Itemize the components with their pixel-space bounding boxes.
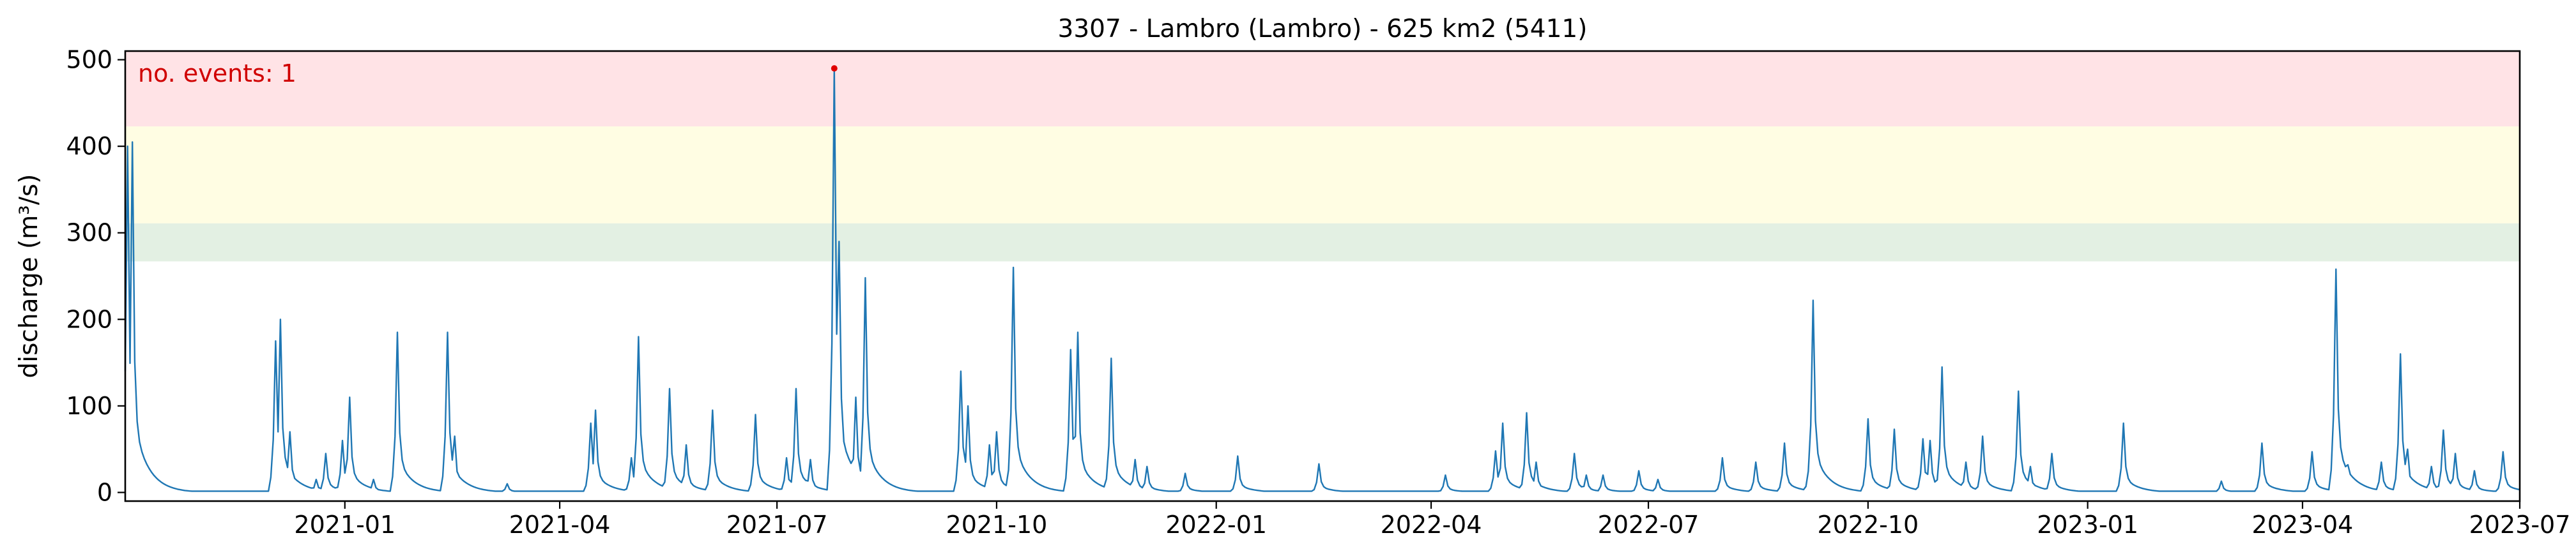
x-tick-label-8: 2023-01 <box>2037 511 2138 539</box>
y-tick-label-4: 400 <box>66 132 112 160</box>
y-axis-label: discharge (m³/s) <box>15 174 43 379</box>
y-tick-label-2: 200 <box>66 305 112 333</box>
x-tick-label-1: 2021-04 <box>509 511 611 539</box>
event-count-annotation: no. events: 1 <box>138 59 296 87</box>
y-tick-label-5: 500 <box>66 46 112 74</box>
discharge-series-line <box>124 67 2520 492</box>
x-axis: 2021-01 2021-04 2021-07 2021-10 2022-01 2022-… <box>294 501 2570 539</box>
x-tick-label-7: 2022-10 <box>1817 511 1919 539</box>
x-tick-label-2: 2021-07 <box>726 511 828 539</box>
threshold-band-0 <box>125 223 2520 262</box>
y-axis: 0 100 200 300 400 500 <box>66 46 125 506</box>
y-tick-label-3: 300 <box>66 219 112 247</box>
event-markers <box>831 65 838 72</box>
x-tick-label-9: 2023-04 <box>2252 511 2354 539</box>
plot-frame <box>124 50 2521 502</box>
series-group <box>124 67 2520 492</box>
threshold-bands <box>125 51 2520 262</box>
chart-title: 3307 - Lambro (Lambro) - 625 km2 (5411) <box>1058 15 1588 43</box>
x-tick-label-5: 2022-04 <box>1381 511 1482 539</box>
y-tick-label-0: 0 <box>97 478 112 506</box>
x-tick-label-6: 2022-07 <box>1598 511 1699 539</box>
threshold-band-1 <box>125 126 2520 223</box>
event-marker-0 <box>831 65 838 72</box>
x-tick-label-4: 2022-01 <box>1165 511 1267 539</box>
threshold-band-2 <box>125 51 2520 126</box>
y-tick-label-1: 100 <box>66 392 112 420</box>
x-tick-label-0: 2021-01 <box>294 511 395 539</box>
x-tick-label-3: 2021-10 <box>946 511 1048 539</box>
x-tick-label-10: 2023-07 <box>2469 511 2571 539</box>
